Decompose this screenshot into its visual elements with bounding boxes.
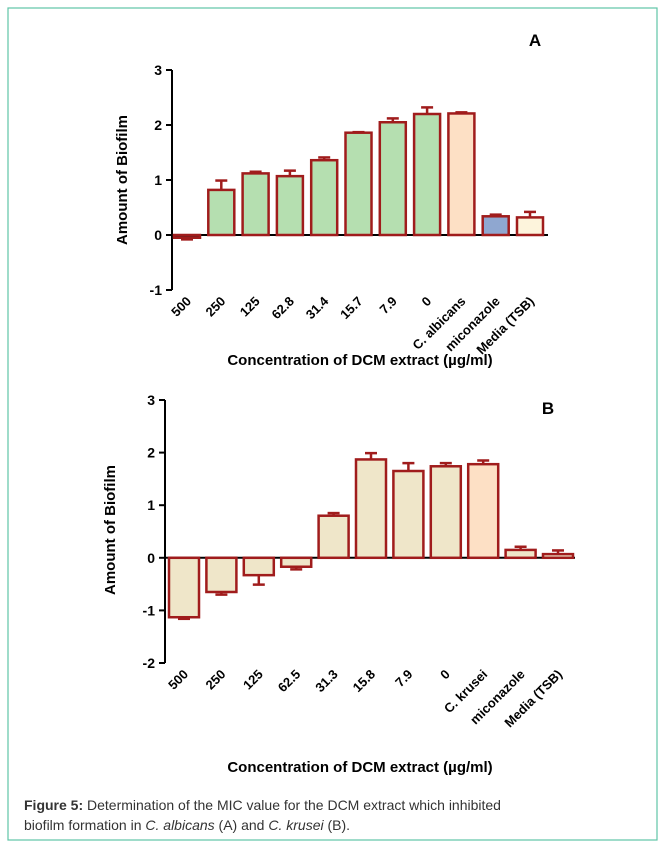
y-tick-label: 2 — [147, 445, 155, 461]
caption-text: C. krusei — [268, 817, 324, 833]
error-bar — [283, 169, 296, 177]
bar — [207, 188, 236, 237]
bar — [504, 548, 537, 560]
x-axis-title: Concentration of DCM extract (µg/ml) — [227, 352, 492, 369]
y-tick-label: -1 — [150, 282, 163, 298]
error-bar — [181, 237, 193, 241]
bar — [466, 462, 500, 560]
error-bar — [249, 170, 262, 174]
error-bar — [318, 156, 331, 161]
bar — [205, 556, 238, 594]
error-bar — [365, 451, 377, 460]
bar — [309, 158, 339, 237]
y-tick-label: 0 — [154, 227, 162, 243]
frame — [7, 7, 658, 841]
caption-text: C. albicans — [145, 817, 214, 833]
bar — [481, 215, 510, 237]
error-bar — [290, 566, 303, 571]
error-bar — [524, 210, 536, 218]
caption-text: Figure 5: — [24, 797, 83, 813]
bar — [275, 174, 305, 237]
bar — [167, 556, 201, 619]
y-tick-label: 3 — [154, 62, 162, 78]
bar — [541, 552, 575, 560]
caption-line: biofilm formation in C. albicans (A) and… — [24, 817, 350, 833]
panel-label: B — [542, 399, 554, 418]
y-axis-title: Amount of Biofilm — [102, 465, 119, 595]
error-bar — [178, 617, 190, 621]
error-bar — [455, 111, 468, 114]
caption-text: (B). — [324, 817, 350, 833]
bar — [317, 514, 350, 560]
caption-line: Figure 5: Determination of the MIC value… — [24, 797, 501, 813]
error-bar — [514, 545, 527, 550]
error-bar — [252, 575, 265, 586]
error-bar — [489, 213, 502, 217]
bar — [392, 469, 425, 560]
error-bar — [386, 117, 399, 123]
error-bar — [215, 179, 228, 190]
error-bar — [215, 591, 228, 596]
bar — [172, 233, 202, 239]
bar — [279, 556, 313, 568]
caption-text: biofilm formation in — [24, 817, 145, 833]
bar — [515, 216, 545, 237]
y-tick-label: 0 — [147, 550, 155, 566]
y-tick-label: 3 — [147, 392, 155, 408]
bar — [429, 465, 463, 560]
error-bar — [421, 106, 434, 114]
bar — [354, 458, 388, 560]
error-bar — [439, 461, 452, 467]
error-bar — [327, 511, 340, 516]
y-tick-label: -1 — [143, 602, 156, 618]
panel-label: A — [529, 31, 541, 50]
error-bar — [402, 461, 415, 472]
error-bar — [352, 130, 365, 134]
caption-text: (A) and — [215, 817, 269, 833]
x-axis-title: Concentration of DCM extract (µg/ml) — [227, 759, 492, 776]
bar — [447, 112, 476, 237]
error-bar — [477, 459, 490, 465]
y-tick-label: 1 — [154, 172, 162, 188]
y-axis-title: Amount of Biofilm — [114, 115, 131, 245]
caption-text: Determination of the MIC value for the D… — [83, 797, 501, 813]
error-bar — [552, 549, 564, 555]
y-tick-label: 1 — [147, 497, 155, 513]
y-tick-label: 2 — [154, 117, 162, 133]
y-tick-label: -2 — [143, 655, 156, 671]
bar — [242, 556, 276, 577]
bar — [344, 131, 373, 237]
bar — [378, 121, 408, 237]
bar — [241, 172, 270, 237]
bar — [412, 112, 442, 237]
